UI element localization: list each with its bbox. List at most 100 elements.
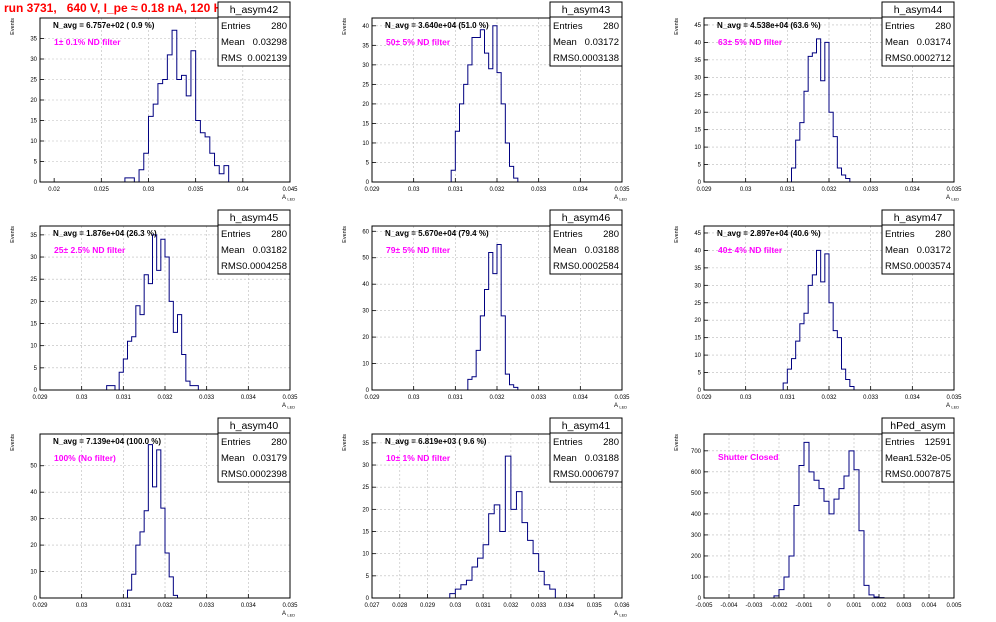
x-tick-label: 0.029 (32, 395, 48, 401)
histogram-bin (153, 487, 157, 598)
histogram-bin (224, 166, 229, 182)
y-tick-label: 0 (366, 596, 370, 602)
x-tick-label: 0.03 (449, 603, 461, 609)
histogram-bin (461, 585, 467, 598)
y-axis-title: Events (342, 434, 348, 451)
histogram-bin (148, 284, 152, 390)
histogram-bin (177, 80, 182, 183)
histogram-bin (539, 571, 545, 598)
stats-value: 280 (935, 229, 951, 240)
histogram-bin (167, 55, 172, 182)
y-tick-label: 35 (30, 37, 37, 43)
histogram-outline (450, 25, 519, 182)
x-tick-label: 0.035 (946, 187, 962, 193)
x-axis-title: A LED (946, 403, 959, 410)
stats-label: RMS (221, 53, 242, 64)
stats-label: RMS (885, 469, 906, 480)
x-tick-label: 0.036 (614, 603, 630, 609)
histogram-bin (123, 359, 127, 390)
y-tick-label: 40 (30, 490, 37, 496)
histogram-name: h_asym42 (230, 4, 279, 16)
y-tick-label: 40 (362, 24, 369, 30)
x-tick-label: 0.034 (573, 187, 589, 193)
histogram-bin (157, 270, 161, 390)
x-tick-label: 0.031 (116, 603, 132, 609)
histogram-bin (161, 239, 165, 390)
y-tick-label: 45 (694, 23, 701, 29)
histogram-bin (139, 170, 144, 182)
histogram-panel-h_asym43: 0.029 0.03 0.031 0.032 0.033 0.034 0.035 0 5 10 15… (342, 1, 630, 202)
x-tick-label: 0.033 (199, 603, 215, 609)
stats-value: 0.03179 (253, 453, 287, 464)
stats-label: Entries (553, 437, 583, 448)
x-tick-label: 0.034 (241, 603, 257, 609)
x-tick-label: 0.025 (94, 187, 110, 193)
y-tick-label: 10 (30, 344, 37, 350)
stats-value: 0.03172 (585, 37, 619, 48)
stats-value: 0.0004258 (242, 261, 287, 272)
stats-label: Mean (553, 453, 577, 464)
histogram-bin (144, 511, 148, 598)
y-tick-label: 15 (362, 530, 369, 536)
x-tick-label: 0.029 (696, 187, 712, 193)
y-tick-label: 500 (691, 491, 702, 497)
y-tick-label: 0 (366, 180, 370, 186)
histogram-bin (489, 69, 493, 182)
histogram-bin (500, 532, 506, 598)
x-tick-label: 0.028 (392, 603, 408, 609)
stats-label: Mean (885, 245, 909, 256)
x-tick-label: 0.027 (364, 603, 380, 609)
y-axis-title: Events (342, 226, 348, 243)
stats-box (217, 417, 291, 483)
y-tick-label: 20 (362, 507, 369, 513)
navg-label: N_avg = 5.670e+04 (79.4 %) (385, 229, 489, 238)
histogram-bin (837, 338, 841, 390)
x-tick-label: 0.001 (846, 603, 862, 609)
histogram-bin (497, 73, 501, 182)
x-tick-label: 0.03 (740, 187, 752, 193)
y-tick-label: 10 (362, 552, 369, 558)
histogram-bin (837, 168, 841, 182)
histogram-panel-h_asym47: 0.029 0.03 0.031 0.032 0.033 0.034 0.035 0 5 10 15… (674, 209, 962, 410)
x-tick-label: 0.029 (696, 395, 712, 401)
histogram-bin (119, 372, 123, 390)
histogram-bin (796, 140, 800, 182)
navg-label: N_avg = 6.819e+03 ( 9.6 %) (385, 437, 487, 446)
x-tick-label: 0.035 (946, 395, 962, 401)
histogram-bin (800, 123, 804, 182)
histogram-bin (186, 381, 190, 390)
histogram-name: hPed_asym (890, 420, 946, 432)
navg-label: N_avg = 7.139e+04 (100.0 %) (53, 437, 161, 446)
histogram-bin (839, 489, 844, 598)
histogram-bin (455, 589, 461, 598)
y-tick-label: 5 (698, 371, 702, 377)
histogram-bin (846, 179, 850, 182)
stats-label: RMS (885, 53, 906, 64)
histogram-outline (467, 244, 519, 390)
x-tick-label: 0.03 (408, 395, 420, 401)
y-tick-label: 700 (691, 449, 702, 455)
histogram-bin (510, 166, 514, 182)
histogram-bin (455, 131, 459, 182)
histogram-bin (784, 577, 789, 598)
x-tick-label: 0.032 (821, 187, 837, 193)
y-tick-label: 40 (694, 40, 701, 46)
histogram-bin (186, 96, 191, 182)
x-tick-label: 0.03 (76, 395, 88, 401)
x-axis-title: A LED (614, 195, 627, 202)
histogram-bin (466, 580, 472, 598)
histogram-bin (191, 51, 196, 182)
histogram-bin (804, 313, 808, 390)
x-tick-label: 0.035 (188, 187, 204, 193)
histogram-bin (450, 594, 456, 598)
histogram-bin (859, 531, 864, 598)
filter-annotation: 79± 5% ND filter (386, 245, 451, 255)
histogram-outline (127, 444, 178, 598)
x-tick-label: 0.032 (503, 603, 519, 609)
x-tick-label: 0.02 (48, 187, 60, 193)
histogram-panel-h_asym46: 0.029 0.03 0.031 0.032 0.033 0.034 0.035 0 10 20 3… (342, 209, 630, 410)
histogram-bin (480, 30, 484, 182)
x-tick-label: 0.031 (116, 395, 132, 401)
navg-label: N_avg = 4.538e+04 (63.6 %) (717, 21, 821, 30)
y-axis-title: Events (10, 18, 16, 35)
